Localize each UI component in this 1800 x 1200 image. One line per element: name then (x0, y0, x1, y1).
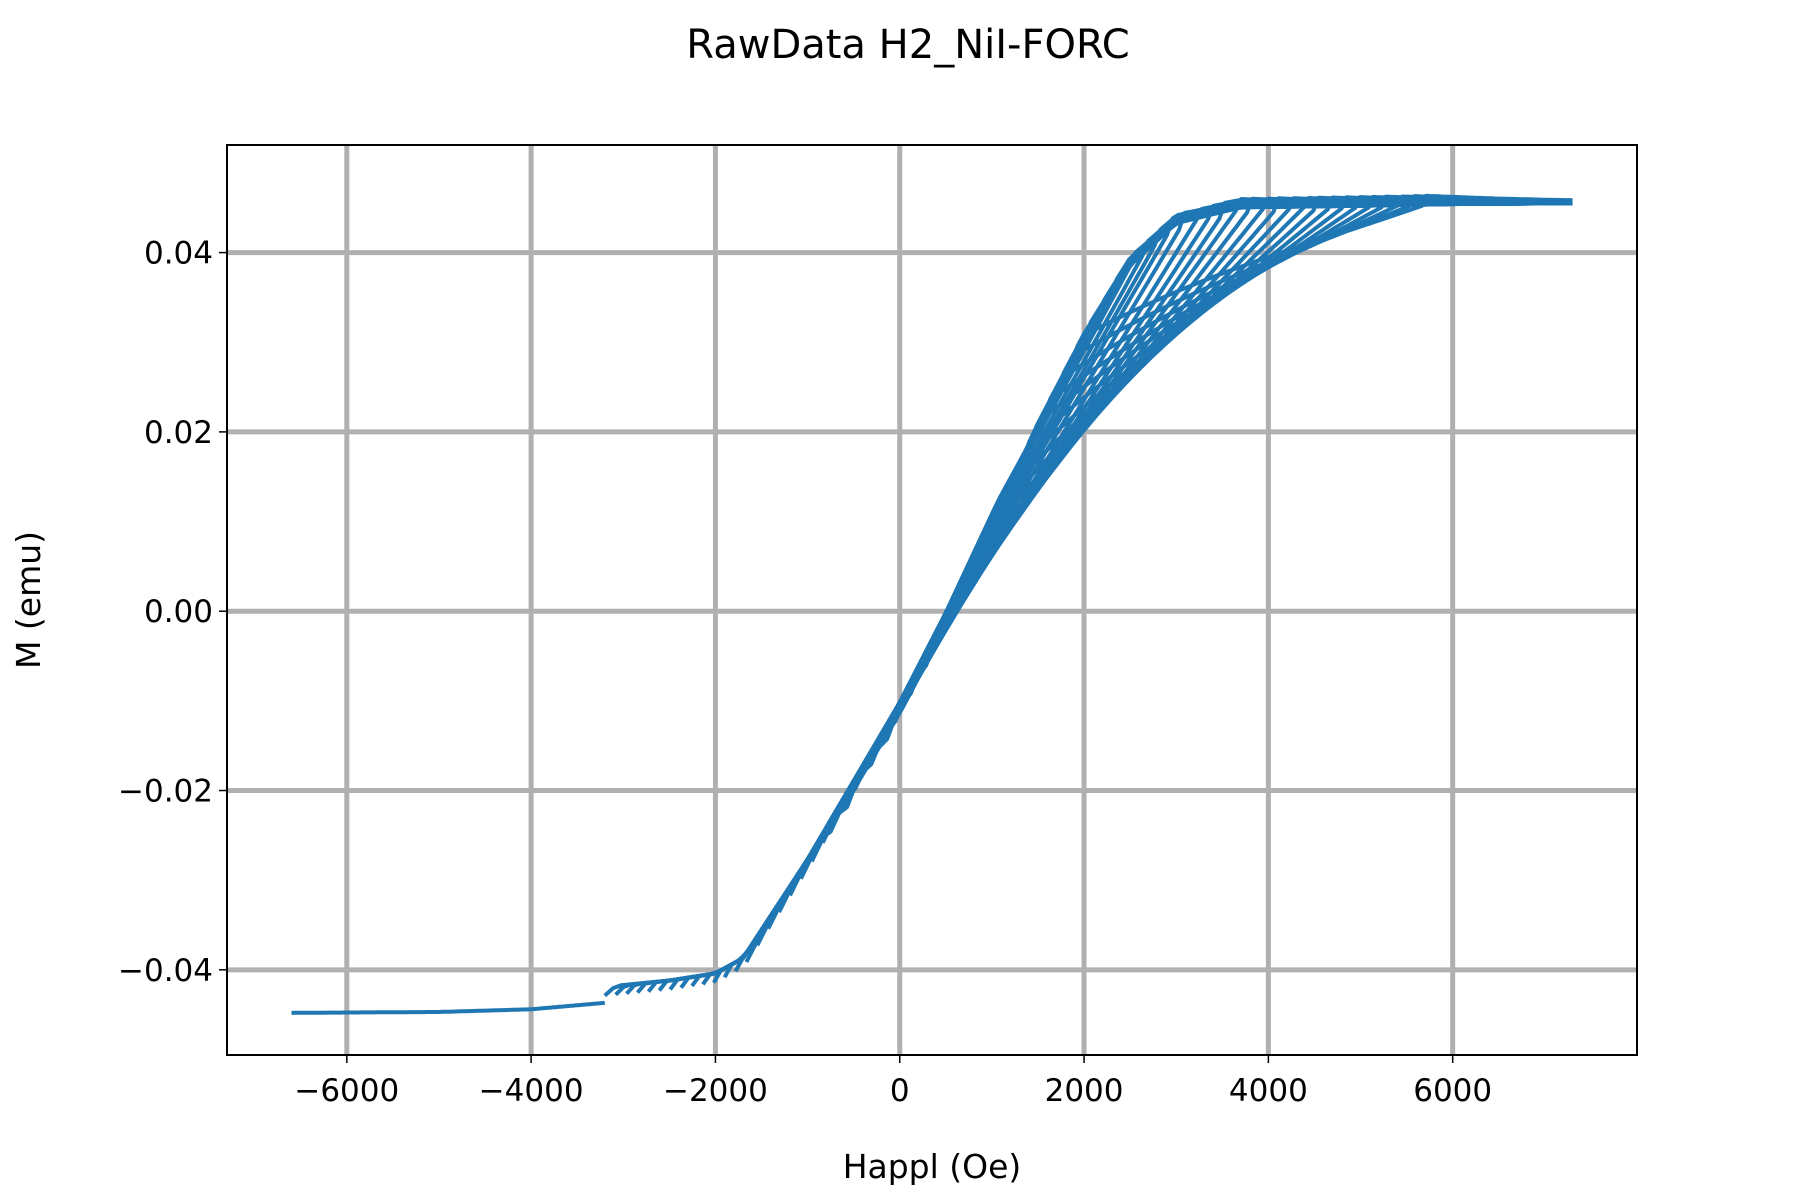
y-axis-ticks: −0.04 −0.02 0.00 0.02 0.04 (118, 236, 227, 989)
x-tick-label: 4000 (1229, 1073, 1308, 1109)
x-tick-label: 6000 (1413, 1073, 1492, 1109)
x-tick-label: −6000 (294, 1073, 399, 1109)
y-tick-label: −0.02 (118, 774, 213, 810)
y-tick-label: 0.04 (144, 236, 213, 272)
x-tick-label: −4000 (479, 1073, 584, 1109)
x-tick-label: 2000 (1045, 1073, 1124, 1109)
forc-curve (1083, 193, 1573, 337)
y-tick-label: −0.04 (118, 953, 213, 989)
y-tick-label: 0.02 (144, 415, 213, 451)
forc-curves (291, 193, 1573, 1015)
plot-frame (226, 144, 1638, 1056)
x-tick-label: 0 (890, 1073, 910, 1109)
x-axis-ticks: −6000 −4000 −2000 0 2000 4000 6000 (294, 1055, 1492, 1109)
chart-title: RawData H2_NiI-FORC (686, 22, 1129, 68)
x-axis-label: Happl (Oe) (843, 1147, 1022, 1186)
forc-curve (897, 199, 1573, 714)
y-axis-label: M (emu) (9, 531, 48, 669)
gridlines (227, 145, 1637, 1055)
x-tick-label: −2000 (663, 1073, 768, 1109)
forc-curve (733, 201, 1573, 973)
negative-saturation-branch (291, 1000, 606, 1015)
y-tick-label: 0.00 (144, 594, 213, 630)
forc-curve (603, 201, 1573, 998)
